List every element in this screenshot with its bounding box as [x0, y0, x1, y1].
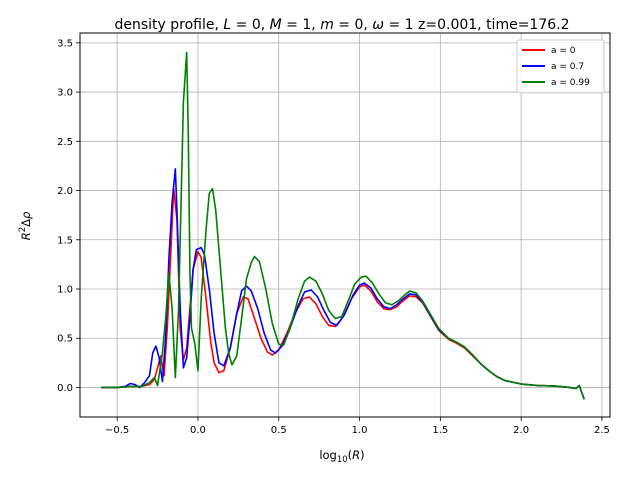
x-tick-label: 2.5 — [594, 425, 610, 436]
legend-box — [516, 39, 605, 94]
y-tick-label: 1.0 — [57, 285, 73, 296]
legend-label-a07: a = 0.7 — [551, 62, 584, 72]
y-axis-title: R2Δρ — [18, 211, 33, 240]
y-tick-label: 2.5 — [57, 137, 73, 148]
x-tick-label: 1.5 — [432, 425, 448, 436]
x-tick-label: −0.5 — [105, 425, 129, 436]
x-tick-label: 0.5 — [271, 425, 287, 436]
y-tick-label: 3.0 — [57, 88, 73, 99]
plot-frame — [79, 32, 611, 418]
series-line-a099 — [101, 51, 585, 400]
legend-label-a0: a = 0 — [551, 46, 576, 56]
y-tick-label: 3.5 — [57, 38, 73, 49]
series-lines — [101, 51, 585, 400]
y-tick-label: 2.0 — [57, 186, 73, 197]
y-tick-label: 0.5 — [57, 334, 73, 345]
legend: a = 0 a = 0.7 a = 0.99 — [516, 39, 605, 94]
y-tick-label: 0.0 — [57, 383, 73, 394]
x-tick-label: 1.0 — [352, 425, 368, 436]
chart-title: density profile, L = 0, M = 1, m = 0, ω … — [114, 17, 569, 33]
x-tick-label: 0.0 — [190, 425, 206, 436]
x-tick-label: 2.0 — [513, 425, 529, 436]
axis-ticks: −0.5 0.0 0.5 1.0 1.5 2.0 2.5 0.0 0.5 1.0 1.5 2.0 2.5… — [57, 38, 610, 436]
legend-label-a099: a = 0.99 — [551, 78, 590, 88]
y-tick-label: 1.5 — [57, 235, 73, 246]
x-axis-title: log10(R) — [319, 448, 364, 465]
grid — [80, 33, 610, 417]
